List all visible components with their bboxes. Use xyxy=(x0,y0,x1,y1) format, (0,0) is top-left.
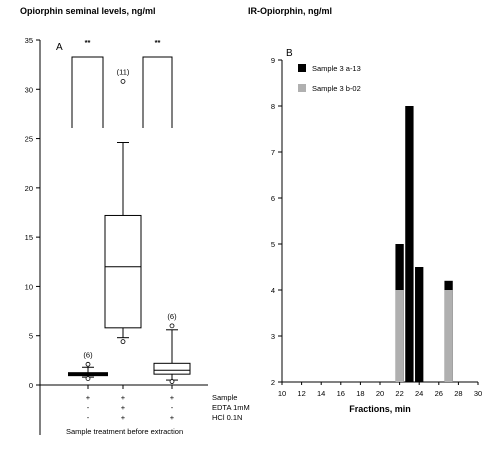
bar-series-1-point-1 xyxy=(444,290,453,382)
condition-0-sign-2: + xyxy=(170,393,175,402)
panel-b-xtick-label-8: 26 xyxy=(435,389,443,398)
condition-2-sign-0: - xyxy=(87,413,90,422)
bar-series-1-point-0 xyxy=(395,290,404,382)
condition-row-label-0: Sample xyxy=(212,393,237,402)
condition-1-sign-1: + xyxy=(121,403,126,412)
panel-b-xtick-label-7: 24 xyxy=(415,389,423,398)
significance-bracket-1 xyxy=(142,56,173,128)
condition-2-sign-1: + xyxy=(121,413,126,422)
panel-a-ytick-label-2: 10 xyxy=(25,282,33,291)
panel-b-xtick-label-1: 12 xyxy=(297,389,305,398)
panel-a-ytick-label-7: 35 xyxy=(25,36,33,45)
panel-b-xtick-label-6: 22 xyxy=(395,389,403,398)
panel-a-title: Opiorphin seminal levels, ng/ml xyxy=(20,6,156,16)
significance-bracket-0 xyxy=(71,56,104,128)
panel-a-xlabel: Sample treatment before extraction xyxy=(66,427,183,436)
panel-a-ytick-label-3: 15 xyxy=(25,233,33,242)
box-0-outlier-0 xyxy=(85,376,91,381)
box-0-outlier-1 xyxy=(85,361,91,367)
condition-2-sign-2: + xyxy=(170,413,175,422)
box-2-n-label: (6) xyxy=(167,312,177,321)
bar-series-0-point-1 xyxy=(405,106,414,382)
box-1-iqr xyxy=(104,214,142,329)
panel-b-ytick-label-2: 4 xyxy=(271,286,275,295)
panel-a-ytick-label-6: 30 xyxy=(25,85,33,94)
box-1-outlier-1 xyxy=(120,79,126,84)
panel-b-xtick-label-3: 16 xyxy=(337,389,345,398)
panel-b-xtick-label-10: 30 xyxy=(474,389,482,398)
panel-b-ytick-label-3: 5 xyxy=(271,240,275,249)
panel-b-plot: 2 3 4 5 6 7 8 9 10 12 14 16 18 20 22 24 26 28 30 Sample 3 a… xyxy=(271,56,482,398)
significance-label-0: ** xyxy=(85,38,91,47)
condition-row-label-1: EDTA 1mM xyxy=(212,403,250,412)
panel-b-label: B xyxy=(286,48,293,59)
box-2-outlier-1 xyxy=(169,323,175,329)
panel-b-title: IR-Opiorphin, ng/ml xyxy=(248,6,332,16)
legend-label-0: Sample 3 a-13 xyxy=(312,64,361,73)
panel-a-ytick-label-5: 25 xyxy=(25,135,33,144)
panel-a-ytick-label-4: 20 xyxy=(25,184,33,193)
panel-b-xlabel: Fractions, min xyxy=(349,404,411,414)
condition-row-label-2: HCl 0.1N xyxy=(212,413,242,422)
panel-b-ytick-label-6: 8 xyxy=(271,102,275,111)
panel-b-xtick-label-0: 10 xyxy=(278,389,286,398)
legend-label-1: Sample 3 b-02 xyxy=(312,84,361,93)
panel-b-ytick-label-0: 2 xyxy=(271,378,275,387)
condition-1-sign-0: - xyxy=(87,403,90,412)
panel-a-ytick-label-0: 0 xyxy=(29,381,33,390)
legend-swatch-1 xyxy=(298,84,306,92)
panel-b-xtick-label-5: 20 xyxy=(376,389,384,398)
panel-b-ytick-label-5: 7 xyxy=(271,148,275,157)
box-2-outlier-0 xyxy=(169,379,175,384)
panel-b-xtick-label-2: 14 xyxy=(317,389,325,398)
condition-0-sign-0: + xyxy=(86,393,91,402)
box-1-n-label: (11) xyxy=(117,67,130,76)
panel-b-ytick-label-7: 9 xyxy=(271,56,275,65)
panel-b-xtick-label-4: 18 xyxy=(356,389,364,398)
bar-series-0-point-2 xyxy=(415,267,424,382)
panel-a-label: A xyxy=(56,42,63,53)
panel-b-xtick-label-9: 28 xyxy=(454,389,462,398)
condition-1-sign-2: - xyxy=(171,403,174,412)
legend-swatch-0 xyxy=(298,64,306,72)
box-0-n-label: (6) xyxy=(83,350,93,359)
box-1-outlier-0 xyxy=(120,339,126,345)
panel-b-ytick-label-1: 3 xyxy=(271,332,275,341)
condition-0-sign-1: + xyxy=(121,393,126,402)
panel-a-ytick-label-1: 5 xyxy=(29,332,33,341)
box-2-iqr xyxy=(153,362,191,375)
significance-label-1: ** xyxy=(155,38,161,47)
panel-b-ytick-label-4: 6 xyxy=(271,194,275,203)
